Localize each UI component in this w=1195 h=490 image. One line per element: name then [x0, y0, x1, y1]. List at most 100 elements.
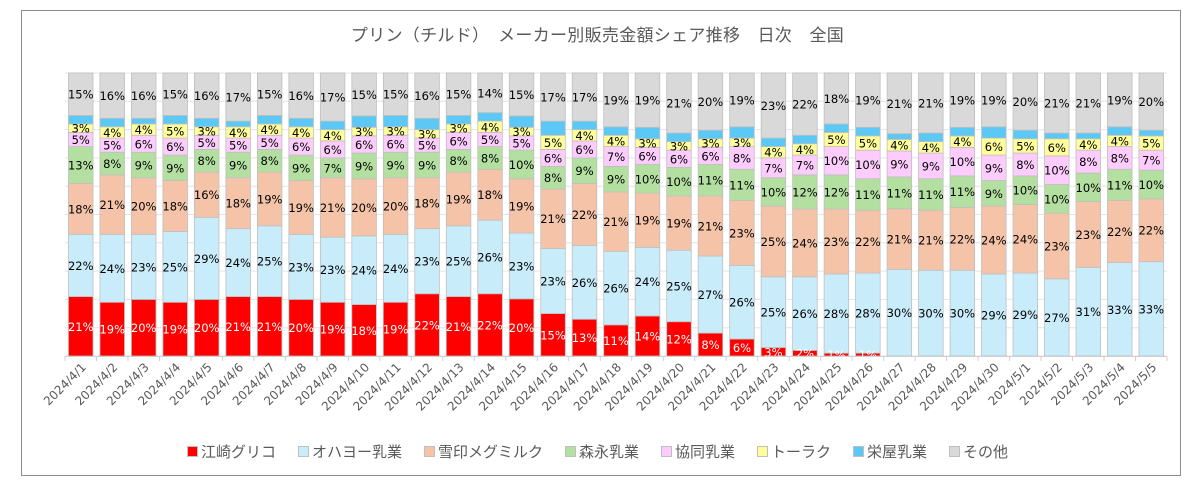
data-label: 7% — [1142, 154, 1160, 168]
bar-segment-6-3 — [162, 115, 188, 125]
data-label: 15% — [68, 88, 94, 102]
bar-segment-1-27 — [918, 269, 944, 357]
data-label: 19% — [257, 192, 283, 206]
bar-segment-1-18 — [634, 246, 661, 317]
data-label: 16% — [414, 89, 440, 103]
data-label: 14% — [477, 86, 503, 100]
data-label: 10% — [635, 172, 661, 186]
data-label: 18% — [351, 324, 377, 338]
data-label: 29% — [194, 252, 220, 266]
data-label: 1% — [859, 348, 877, 362]
legend-label: トーラク — [771, 443, 832, 461]
data-label: 11% — [603, 334, 629, 348]
bar-segment-2-17 — [603, 191, 629, 252]
bar-segment-7-15 — [540, 72, 566, 122]
data-label: 21% — [446, 320, 472, 334]
bar-segment-7-6 — [256, 72, 283, 116]
data-label: 29% — [1013, 308, 1039, 322]
data-label: 16% — [99, 89, 125, 103]
data-label: 5% — [418, 139, 436, 153]
bar-segment-7-3 — [162, 72, 188, 116]
data-label: 28% — [824, 307, 850, 321]
bar-segment-7-34 — [1138, 72, 1164, 131]
data-label: 19% — [981, 93, 1007, 107]
data-label: 9% — [575, 164, 593, 178]
data-label: 6% — [733, 341, 751, 355]
bar-segment-3-7 — [288, 154, 314, 181]
data-label: 25% — [257, 255, 283, 269]
data-label: 14% — [635, 329, 661, 343]
data-label: 10% — [1076, 181, 1102, 195]
data-label: 20% — [351, 201, 377, 215]
bar-segment-1-33 — [1107, 262, 1133, 357]
data-label: 10% — [1044, 192, 1070, 206]
data-label: 6% — [670, 152, 688, 166]
data-label: 20% — [131, 321, 157, 335]
data-label: 9% — [922, 159, 940, 173]
data-label: 12% — [666, 332, 692, 346]
bar-segment-2-5 — [225, 177, 251, 230]
data-label: 20% — [1013, 95, 1039, 109]
bar-segment-7-27 — [918, 72, 944, 134]
bar-segment-1-12 — [445, 225, 472, 297]
bar-segment-2-0 — [68, 182, 94, 235]
data-label: 19% — [666, 217, 692, 231]
data-label: 7% — [607, 150, 625, 164]
data-label: 4% — [953, 135, 971, 149]
data-label: 19% — [855, 94, 881, 108]
data-label: 6% — [544, 151, 562, 165]
legend-label: 森永乳業 — [578, 443, 639, 461]
data-label: 3% — [733, 136, 751, 150]
data-label: 4% — [922, 141, 940, 155]
bar-segment-7-20 — [697, 72, 724, 131]
data-label: 26% — [603, 282, 629, 296]
data-label: 17% — [540, 91, 566, 105]
bar-segment-3-21 — [729, 168, 755, 201]
data-label: 17% — [320, 91, 346, 105]
data-label: 4% — [135, 123, 153, 137]
bar-segment-7-28 — [949, 72, 976, 128]
bar-segment-7-1 — [99, 72, 125, 119]
data-label: 25% — [162, 260, 188, 274]
bar-segment-7-16 — [571, 72, 598, 122]
bar-segment-7-2 — [131, 72, 157, 119]
data-label: 8% — [701, 338, 719, 352]
data-label: 18% — [414, 197, 440, 211]
data-label: 4% — [796, 143, 814, 157]
data-label: 6% — [292, 140, 310, 154]
data-label: 4% — [890, 139, 908, 153]
bar-segment-0-0 — [68, 296, 94, 357]
data-label: 18% — [68, 202, 94, 216]
data-label: 6% — [449, 134, 467, 148]
legend-item-6: 栄屋乳業 — [853, 441, 927, 462]
data-label: 21% — [603, 215, 629, 229]
legend-swatch — [661, 446, 672, 457]
data-label: 24% — [383, 262, 409, 276]
bar-segment-1-25 — [855, 272, 881, 354]
bar-segment-1-26 — [886, 268, 913, 357]
data-label: 24% — [351, 264, 377, 278]
data-label: 8% — [261, 154, 279, 168]
data-label: 8% — [1111, 151, 1129, 165]
bar-segment-3-32 — [1075, 172, 1101, 203]
data-label: 8% — [449, 154, 467, 168]
data-label: 25% — [666, 279, 692, 293]
data-label: 19% — [162, 323, 188, 337]
data-label: 16% — [194, 188, 220, 202]
data-label: 10% — [1138, 178, 1164, 192]
data-label: 22% — [855, 235, 881, 249]
data-label: 8% — [103, 157, 121, 171]
data-label: 21% — [1044, 97, 1070, 111]
bar-segment-6-31 — [1044, 132, 1070, 140]
data-label: 15% — [509, 88, 535, 102]
data-label: 8% — [1016, 158, 1034, 172]
data-label: 22% — [950, 232, 976, 246]
bar-segment-2-16 — [571, 182, 598, 247]
data-label: 7% — [796, 158, 814, 172]
data-label: 19% — [383, 323, 409, 337]
data-label: 5% — [544, 136, 562, 150]
bar-segment-2-18 — [634, 192, 661, 248]
data-label: 15% — [446, 88, 472, 102]
data-label: 21% — [1076, 97, 1102, 111]
